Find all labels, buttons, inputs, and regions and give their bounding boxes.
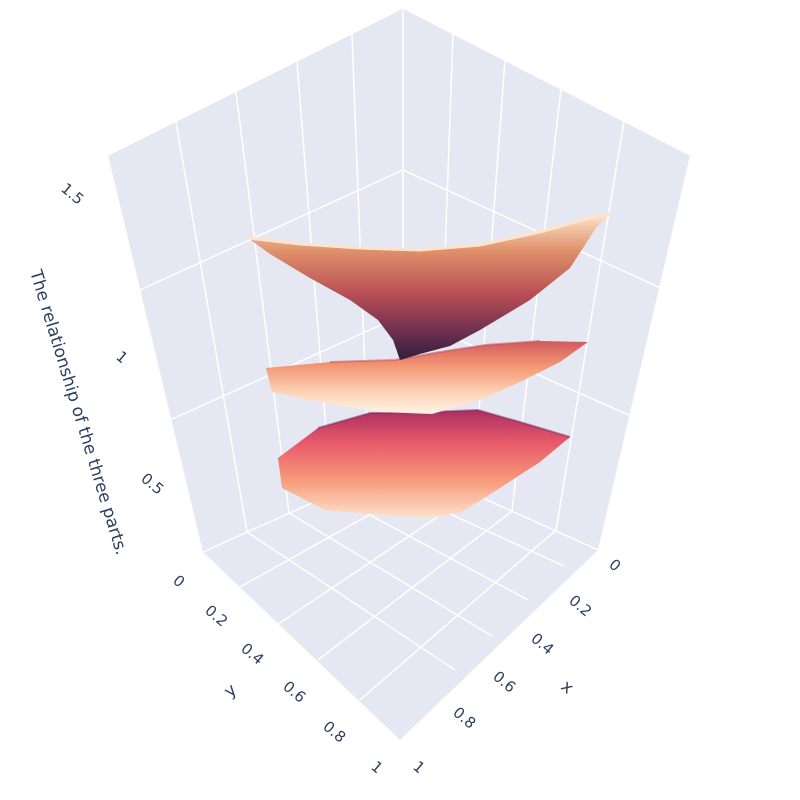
x-tick-label: 0.6	[489, 667, 519, 696]
lower-band-top-edge	[317, 408, 571, 438]
z-tick-label: 0.5	[137, 469, 167, 498]
y-tick-label: 0.4	[237, 639, 267, 668]
x-tick-label: 0	[605, 555, 624, 575]
y-tick-label: 1	[367, 757, 386, 777]
back-wall-left	[108, 8, 403, 552]
y-tick-label: 0.8	[319, 717, 349, 746]
z-tick-label: 1	[112, 347, 131, 367]
middle-band-top-edge	[329, 340, 541, 363]
surface-group[interactable]	[247, 212, 611, 518]
z-axis-title: The relationship of the three parts.	[25, 267, 131, 558]
y-tick-label: 0.6	[279, 677, 309, 706]
x-tick-label: 0.2	[565, 591, 595, 620]
middle-band-surface[interactable]	[266, 341, 588, 414]
z-tick-label: 0	[169, 571, 188, 591]
y-axis-title: y	[220, 680, 241, 702]
x-axis-title: x	[557, 677, 578, 699]
upper-cone-rim	[247, 212, 611, 252]
z-tick-label: 1.5	[57, 179, 87, 208]
floor-wall	[203, 462, 598, 740]
x-tick-label: 0.4	[527, 629, 557, 658]
lower-band-surface[interactable]	[278, 410, 570, 518]
x-tick-label: 0.8	[449, 703, 479, 732]
y-tick-label: 0.2	[201, 601, 231, 630]
upper-cone-surface[interactable]	[248, 214, 610, 360]
x-tick-label: 1	[409, 757, 428, 777]
